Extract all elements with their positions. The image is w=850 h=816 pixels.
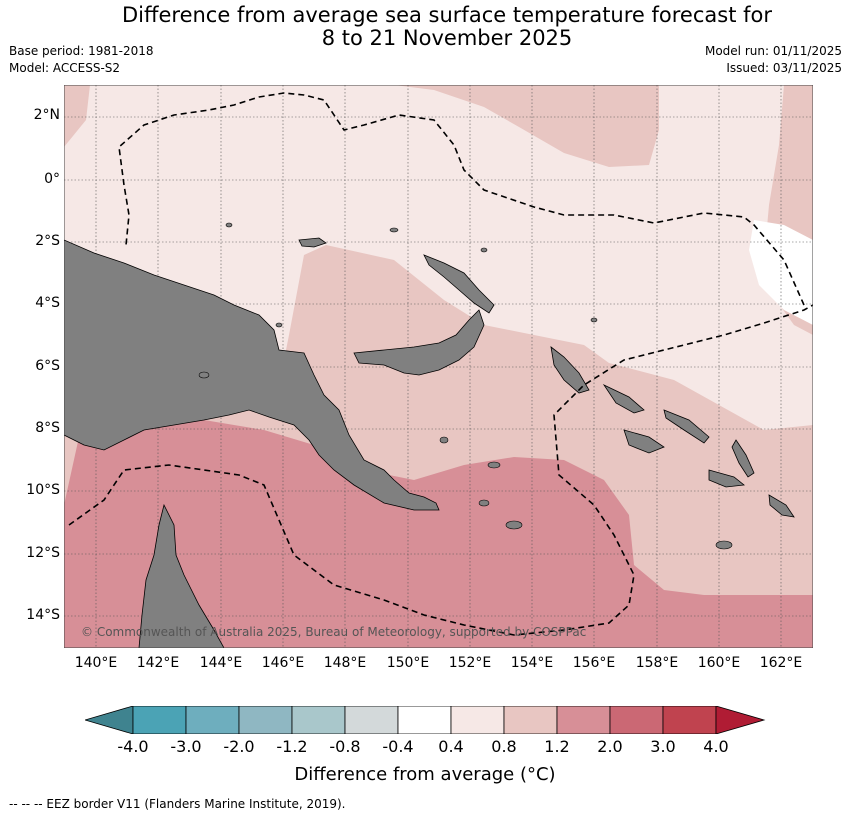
map-svg [64, 85, 813, 648]
colorbar [85, 706, 766, 734]
colorbar-extend-low [85, 706, 134, 734]
lat-label-2s: 2°S [35, 233, 60, 249]
lon-label-162e: 162°E [759, 655, 803, 671]
colorbar-tick-label: 0.8 [491, 737, 517, 756]
colorbar-cells [85, 706, 766, 734]
map-title: Difference from average sea surface temp… [0, 4, 850, 50]
lon-label-158e: 158°E [635, 655, 679, 671]
lon-label-140e: 140°E [74, 655, 118, 671]
lon-label-144e: 144°E [199, 655, 243, 671]
land-guadalcanal [623, 429, 665, 454]
map-panel [64, 85, 813, 648]
colorbar-cell [397, 706, 452, 734]
meta-left: Base period: 1981-2018 Model: ACCESS-S2 [9, 43, 154, 77]
colorbar-extend-high [715, 706, 766, 734]
colorbar-cell [503, 706, 558, 734]
colorbar-cell [238, 706, 293, 734]
colorbar-tick-label: -3.0 [170, 737, 202, 756]
colorbar-cell [185, 706, 240, 734]
colorbar-tick-label: -2.0 [223, 737, 255, 756]
land-new-britain [353, 309, 485, 376]
lon-label-142e: 142°E [136, 655, 180, 671]
small-islands [198, 222, 733, 550]
land-rennell [768, 494, 795, 518]
colorbar-tick-label: 4.0 [703, 737, 729, 756]
lat-label-0: 0° [44, 171, 60, 187]
colorbar-cell [450, 706, 505, 734]
lat-label-10s: 10°S [26, 482, 60, 498]
title-line-1: Difference from average sea surface temp… [122, 3, 772, 27]
colorbar-tick-label: -0.8 [329, 737, 361, 756]
eez-border [68, 92, 813, 636]
lon-label-152e: 152°E [448, 655, 492, 671]
lat-label-12s: 12°S [26, 545, 60, 561]
land-manus [298, 237, 327, 248]
model-run: Model run: 01/11/2025 [704, 44, 842, 58]
colorbar-tick-label: 2.0 [597, 737, 623, 756]
lat-label-14s: 14°S [26, 607, 60, 623]
colorbar-tick-label: -1.2 [276, 737, 308, 756]
land-choiseul [602, 384, 645, 414]
land-santa-isabel [663, 409, 710, 444]
issued-date: Issued: 03/11/2025 [726, 61, 842, 75]
anomaly-region-top-left [64, 85, 90, 147]
colorbar-tick-label: 0.4 [438, 737, 464, 756]
land-new-guinea [64, 239, 440, 511]
colorbar-tick-label: 1.2 [544, 737, 570, 756]
land-cape-york [138, 503, 225, 648]
colorbar-cell [132, 706, 187, 734]
model-name: Model: ACCESS-S2 [9, 61, 121, 75]
lon-label-150e: 150°E [386, 655, 430, 671]
lon-label-146e: 146°E [261, 655, 305, 671]
colorbar-cell [291, 706, 346, 734]
colorbar-title: Difference from average (°C) [294, 764, 556, 785]
land-makira [708, 469, 746, 488]
base-period: Base period: 1981-2018 [9, 44, 154, 58]
colorbar-cell [662, 706, 717, 734]
copyright-notice: © Commonwealth of Australia 2025, Bureau… [81, 625, 587, 639]
colorbar-cell [609, 706, 664, 734]
colorbar-tick-label: -0.4 [382, 737, 414, 756]
anomaly-region-1-2-2-0 [64, 420, 813, 648]
lat-label-2n: 2°N [33, 107, 60, 123]
land-bougainville [550, 346, 590, 394]
lon-label-154e: 154°E [510, 655, 554, 671]
lon-label-148e: 148°E [323, 655, 367, 671]
eez-footnote: -- -- -- EEZ border V11 (Flanders Marine… [9, 797, 346, 811]
title-line-2: 8 to 21 November 2025 [321, 26, 573, 50]
colorbar-tick-label: 3.0 [650, 737, 676, 756]
lon-label-156e: 156°E [572, 655, 616, 671]
land-malaita [731, 439, 755, 478]
lat-label-8s: 8°S [35, 420, 60, 436]
land-new-ireland [423, 254, 495, 314]
lat-label-4s: 4°S [35, 295, 60, 311]
colorbar-cell [344, 706, 399, 734]
lat-label-6s: 6°S [35, 358, 60, 374]
anomaly-region-top-center [394, 85, 659, 167]
lon-label-160e: 160°E [697, 655, 741, 671]
meta-right: Model run: 01/11/2025 Issued: 03/11/2025 [705, 43, 842, 77]
anomaly-region-neutral [749, 220, 813, 325]
colorbar-cell [556, 706, 611, 734]
colorbar-tick-label: -4.0 [117, 737, 149, 756]
